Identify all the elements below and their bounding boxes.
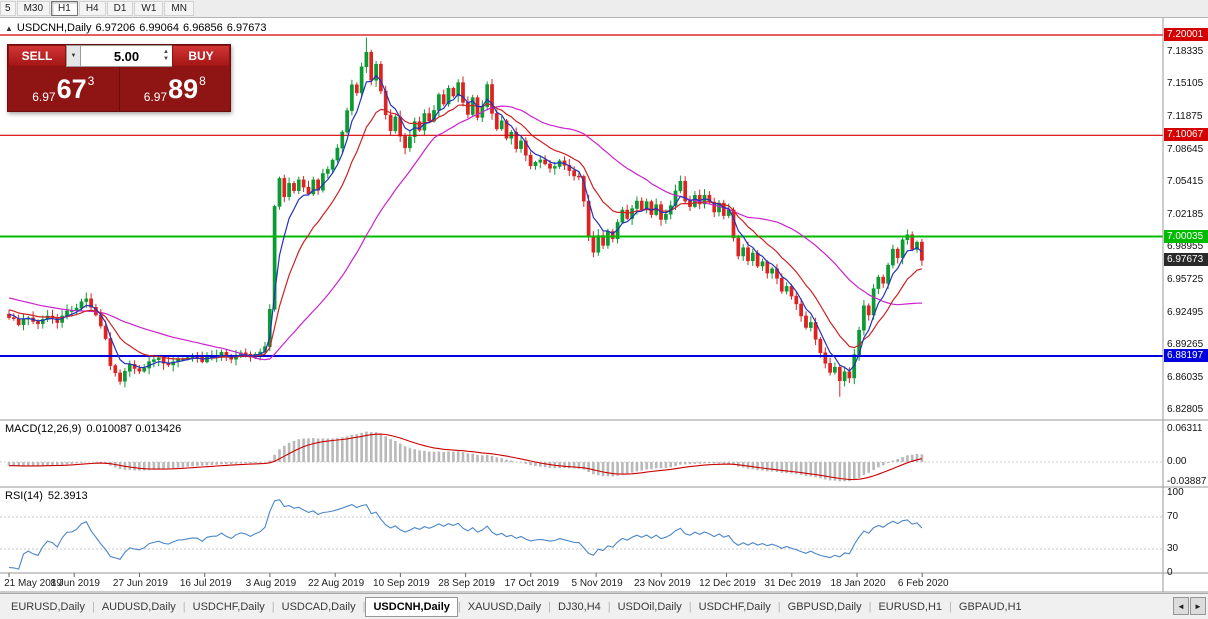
chart-tab-xauusd-daily[interactable]: XAUUSD,Daily (467, 600, 542, 613)
ohlc-high: 6.99064 (139, 22, 180, 34)
volume-value: 5.00 (113, 48, 140, 64)
chart-tab-eurusd-daily[interactable]: EURUSD,Daily (11, 600, 85, 613)
ma-slow-line (8, 105, 922, 361)
tab-separator: | (548, 600, 551, 613)
chart-tab-dj30-h4[interactable]: DJ30,H4 (557, 600, 601, 613)
ma-fast-line (8, 74, 923, 372)
chart-tab-bar: EURUSD,Daily | AUDUSD,Daily | USDCHF,Daily | U… (0, 593, 1208, 619)
trade-panel-prices: 6.97 67 3 6.97 89 8 (8, 67, 230, 111)
timeframe-button-5[interactable]: 5 (0, 1, 16, 16)
ohlc-close: 6.97673 (226, 22, 267, 34)
chart-tab-audusd-daily[interactable]: AUDUSD,Daily (101, 600, 176, 613)
spinner-up-icon[interactable]: ▲ (163, 49, 169, 55)
ohlc-open: 6.97206 (95, 22, 136, 34)
macd-signal-line (9, 433, 923, 481)
macd-histogram (7, 431, 924, 482)
tab-scroll-arrows: ◄ ► (1173, 597, 1206, 615)
rsi-line (8, 499, 923, 570)
spinner-down-icon[interactable]: ▼ (163, 56, 169, 62)
chart-tab-eurusd-h1[interactable]: EURUSD,H1 (878, 600, 943, 613)
chart-tab-usdcnh-daily[interactable]: USDCNH,Daily (365, 596, 458, 617)
chart-area: 7.18335 7.15105 7.11875 7.08645 7.05415 7.021… (0, 18, 1208, 593)
timeframe-button-mn[interactable]: MN (164, 1, 194, 16)
tab-separator: | (607, 600, 611, 613)
timeframe-toolbar: 5 M30 H1 H4 D1 W1 MN (0, 0, 1208, 18)
chevron-down-icon: ▼ (70, 53, 77, 59)
ohlc-low: 6.96856 (183, 22, 223, 34)
chart-tab-usdchf-daily[interactable]: USDCHF,Daily (192, 600, 265, 613)
rsi-name: RSI(14) (5, 490, 43, 502)
timeframe-button-m30[interactable]: M30 (16, 1, 51, 16)
sell-price-display[interactable]: 6.97 67 3 (8, 67, 119, 111)
timeframe-button-d1[interactable]: D1 (106, 1, 134, 16)
volume-input[interactable]: 5.00 ▲ ▼ (81, 45, 172, 67)
rsi-indicator-label: RSI(14) 52.3913 (5, 490, 93, 502)
tab-separator: | (457, 600, 461, 613)
chart-tab-usdoil-daily[interactable]: USDOil,Daily (617, 600, 682, 613)
chart-tab-gbpusd-daily[interactable]: GBPUSD,Daily (787, 600, 862, 613)
tab-separator: | (271, 600, 275, 613)
one-click-toggle-icon[interactable]: ▲ (5, 24, 13, 33)
timeframe-button-h1[interactable]: H1 (51, 1, 78, 16)
sell-price-sup: 3 (87, 74, 95, 88)
timeframe-button-h4[interactable]: H4 (78, 1, 106, 16)
tab-separator: | (91, 600, 95, 613)
macd-name: MACD(12,26,9) (5, 423, 82, 435)
volume-dropdown-button[interactable]: ▼ (66, 45, 81, 67)
tab-separator: | (868, 600, 872, 613)
tab-separator: | (182, 600, 186, 613)
sell-button[interactable]: SELL (8, 45, 66, 67)
tab-separator: | (949, 600, 952, 613)
tab-scroll-left-icon[interactable]: ◄ (1173, 597, 1189, 615)
tab-separator: | (362, 600, 366, 613)
macd-indicator-label: MACD(12,26,9) 0.010087 0.013426 (5, 423, 186, 435)
sell-price-main: 67 (56, 73, 87, 104)
trade-panel-controls: SELL ▼ 5.00 ▲ ▼ BUY (8, 45, 230, 67)
tab-separator: | (688, 600, 692, 613)
macd-values: 0.010087 0.013426 (86, 423, 182, 435)
chart-tab-gbpaud-h1[interactable]: GBPAUD,H1 (958, 600, 1022, 613)
tab-separator: | (777, 600, 781, 613)
buy-price-main: 89 (168, 73, 199, 104)
chart-tab-usdchf-daily[interactable]: USDCHF,Daily (698, 600, 771, 613)
timeframe-button-w1[interactable]: W1 (134, 1, 164, 16)
ma-mid-line (8, 102, 923, 360)
buy-price-display[interactable]: 6.97 89 8 (118, 67, 231, 111)
sell-price-base: 6.97 (32, 90, 56, 104)
one-click-trade-panel: SELL ▼ 5.00 ▲ ▼ BUY 6.97 67 3 6.97 89 8 (7, 44, 231, 112)
tab-scroll-right-icon[interactable]: ► (1190, 597, 1206, 615)
chart-tab-usdcad-daily[interactable]: USDCAD,Daily (281, 600, 356, 613)
buy-button[interactable]: BUY (172, 45, 230, 67)
price-chart-canvas[interactable] (0, 18, 1208, 593)
buy-price-base: 6.97 (143, 90, 168, 104)
chart-symbol-label: USDCNH,Daily (16, 22, 92, 34)
rsi-value: 52.3913 (47, 490, 88, 502)
buy-price-sup: 8 (199, 74, 206, 88)
volume-spinner[interactable]: ▲ ▼ (163, 49, 169, 63)
chart-header: ▲ USDCNH,Daily 6.97206 6.99064 6.96856 6.9767… (5, 22, 271, 34)
